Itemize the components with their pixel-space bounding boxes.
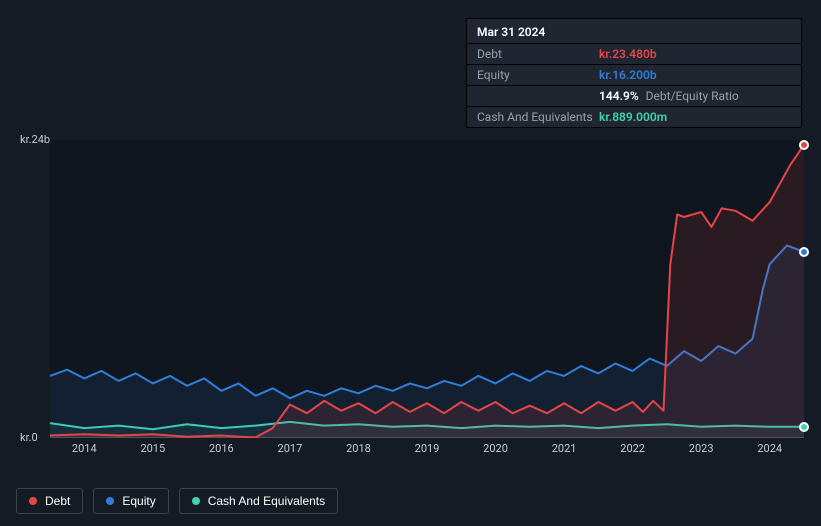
legend-item-cash-and-equivalents[interactable]: Cash And Equivalents (179, 488, 338, 514)
series-marker-debt (799, 140, 809, 150)
x-axis-label: 2014 (72, 442, 97, 455)
series-marker-equity (799, 247, 809, 257)
x-axis-ticks: 2014 2015 2016 2017 2018 2019 2020 2021 2022 2023… (50, 442, 804, 462)
x-axis-label: 2023 (689, 442, 714, 455)
legend-item-debt[interactable]: Debt (16, 488, 83, 514)
y-axis-label: kr.24b (20, 133, 50, 146)
tooltip-date: Mar 31 2024 (467, 19, 801, 44)
x-axis-label: 2016 (209, 442, 234, 455)
x-axis-label: 2021 (552, 442, 577, 455)
tooltip-extra: Debt/Equity Ratio (643, 89, 739, 103)
chart-tooltip: Mar 31 2024 Debtkr.23.480bEquitykr.16.20… (466, 18, 802, 128)
tooltip-row: Debtkr.23.480b (467, 44, 801, 65)
chart-area: kr.24bkr.0 20142015201620172018201920202… (14, 120, 808, 480)
x-axis-label: 2017 (278, 442, 303, 455)
tooltip-value: kr.16.200b (599, 68, 657, 82)
legend: Debt Equity Cash And Equivalents (16, 488, 338, 514)
legend-dot-icon (29, 497, 37, 505)
tooltip-value: kr.23.480b (599, 47, 657, 61)
x-axis-label: 2022 (620, 442, 645, 455)
legend-item-equity[interactable]: Equity (93, 488, 168, 514)
x-axis-label: 2019 (415, 442, 440, 455)
x-axis-label: 2018 (346, 442, 371, 455)
tooltip-row: 144.9% Debt/Equity Ratio (467, 86, 801, 107)
legend-dot-icon (192, 497, 200, 505)
x-axis-label: 2020 (483, 442, 508, 455)
tooltip-value: 144.9% Debt/Equity Ratio (599, 89, 739, 103)
legend-dot-icon (106, 497, 114, 505)
series-marker-cash-and-equivalents (799, 422, 809, 432)
x-axis-label: 2015 (140, 442, 165, 455)
legend-label: Debt (45, 494, 70, 508)
y-axis-label: kr.0 (20, 431, 38, 444)
legend-label: Cash And Equivalents (208, 494, 325, 508)
legend-label: Equity (122, 494, 155, 508)
tooltip-row: Equitykr.16.200b (467, 65, 801, 86)
tooltip-label (477, 89, 599, 103)
x-axis-label: 2024 (757, 442, 782, 455)
tooltip-label: Debt (477, 47, 599, 61)
plot-area[interactable] (50, 140, 804, 438)
tooltip-label: Equity (477, 68, 599, 82)
